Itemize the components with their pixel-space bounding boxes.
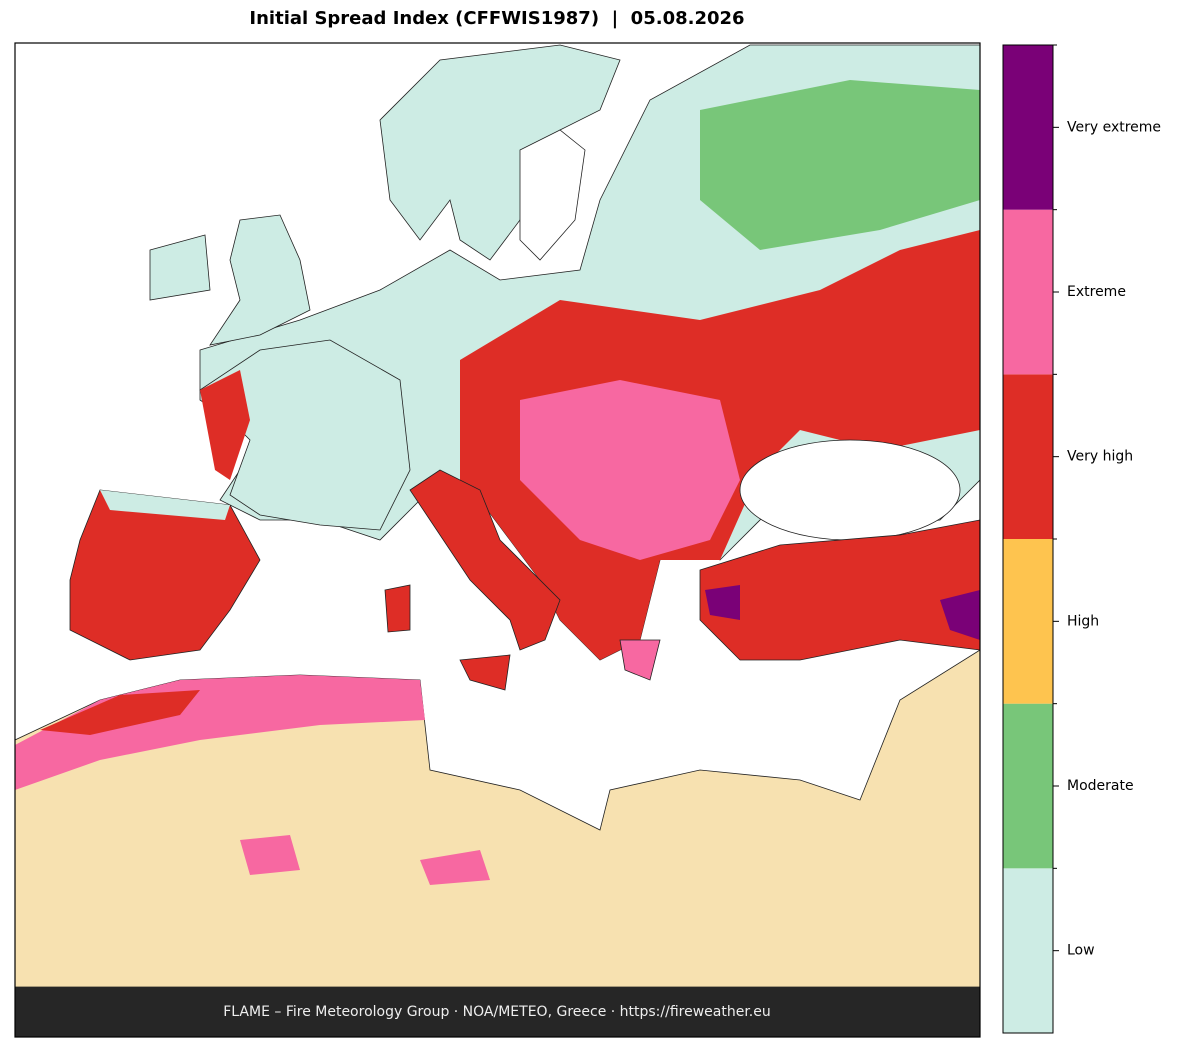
turkey	[699, 519, 980, 661]
iberia	[69, 489, 261, 661]
greece-south	[619, 639, 661, 681]
russia-moderate	[700, 80, 980, 250]
italy	[409, 469, 561, 651]
ireland	[149, 234, 211, 301]
france	[199, 339, 411, 531]
colorbar-label: Very extreme	[1067, 119, 1161, 135]
footer-bar	[15, 987, 980, 1037]
colorbar-label: Low	[1067, 943, 1095, 959]
colorbar-segment	[1003, 539, 1053, 704]
footer-text: FLAME – Fire Meteorology Group · NOA/MET…	[223, 1004, 771, 1020]
colorbar-segment	[1003, 868, 1053, 1033]
colorbar-segment	[1003, 703, 1053, 869]
colorbar: Low Moderate High Very high Extreme Very extr…	[1002, 44, 1161, 1034]
colorbar-label: Moderate	[1067, 778, 1134, 794]
sahara-patches	[240, 835, 490, 885]
map: FLAME – Fire Meteorology Group · NOA/MET…	[15, 43, 980, 1037]
colorbar-label: High	[1067, 613, 1099, 629]
colorbar-frame	[1002, 44, 1054, 1034]
very-extreme-patches	[705, 585, 980, 640]
baltic-sea	[519, 129, 586, 261]
colorbar-segment	[1003, 209, 1053, 375]
great-britain	[209, 214, 311, 346]
france-west	[200, 370, 250, 480]
north-iberia	[100, 490, 230, 520]
sardinia	[384, 584, 411, 633]
colorbar-label: Extreme	[1067, 284, 1126, 300]
maghreb-red	[40, 690, 200, 735]
balkans-extreme	[520, 380, 740, 560]
colorbar-segment	[1003, 45, 1053, 210]
map-frame	[14, 42, 981, 1038]
black-sea	[739, 439, 961, 541]
colorbar-label: Very high	[1067, 449, 1133, 465]
map-title: Initial Spread Index (CFFWIS1987) | 05.0…	[249, 8, 744, 29]
colorbar-segment	[1003, 374, 1053, 539]
sicily	[459, 654, 511, 691]
